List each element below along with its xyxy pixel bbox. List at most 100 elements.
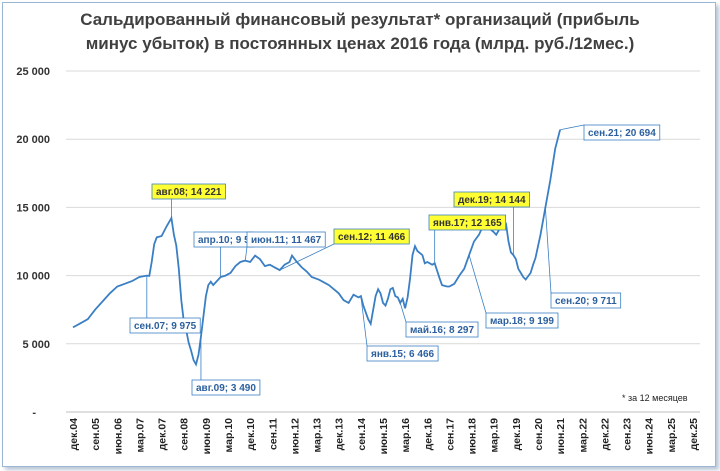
callout-leader xyxy=(399,302,407,323)
callout: мар.18; 9 199 xyxy=(468,255,559,329)
callout-value: 6 466 xyxy=(409,349,434,360)
callout: дек.19; 14 144 xyxy=(453,191,530,256)
callout: сен.20; 9 711 xyxy=(544,207,622,309)
callout-label: апр.10; 9 5 xyxy=(198,235,250,246)
x-tick-label: сен.11 xyxy=(267,418,279,450)
y-tick-label: 10 000 xyxy=(16,271,50,283)
callout-date: сен.12; xyxy=(338,232,375,243)
callout-label: янв.17; 12 165 xyxy=(433,218,502,229)
x-tick-label: дек.19 xyxy=(511,418,523,451)
y-tick-label: - xyxy=(32,407,36,419)
callout-box xyxy=(485,312,559,329)
x-tick-label: сен.08 xyxy=(179,418,191,451)
callout-label: авг.09; 3 490 xyxy=(196,383,256,394)
y-axis: - 5 000 10 000 15 000 20 000 25 000 xyxy=(16,66,50,419)
x-tick-label: мар.07 xyxy=(134,418,146,453)
callout-label: авг.08; 14 221 xyxy=(156,187,222,198)
callout-value: 20 694 xyxy=(625,128,656,139)
callout-date: июн.11; xyxy=(251,235,291,246)
y-tick-label: 20 000 xyxy=(16,134,50,146)
callout-label: май.16; 8 297 xyxy=(410,325,474,336)
x-tick-label: мар.10 xyxy=(223,418,235,453)
callout: сен.07; 9 975 xyxy=(129,275,201,334)
callout-leader xyxy=(560,124,585,131)
callout-box xyxy=(246,231,326,248)
callout-box xyxy=(428,214,507,231)
x-tick-label: июн.21 xyxy=(555,418,567,455)
callouts: авг.08; 14 221 сен.07; 9 975 авг.09; 3 490… xyxy=(129,124,661,396)
callout-box xyxy=(453,191,530,208)
callout-box xyxy=(405,321,479,338)
callout: апр.10; 9 5 xyxy=(193,231,255,277)
callout-value: 14 221 xyxy=(191,187,222,198)
x-tick-label: сен.14 xyxy=(356,418,368,451)
callout-date: май.16; xyxy=(410,325,449,336)
callout-box xyxy=(583,124,661,141)
callout-label: июн.11; 11 467 xyxy=(251,235,322,246)
callout-box xyxy=(151,183,226,200)
callout: май.16; 8 297 xyxy=(399,302,479,338)
callout-leader xyxy=(244,246,248,261)
callout-label: сен.12; 11 466 xyxy=(338,232,406,243)
callout-value: 3 490 xyxy=(231,383,256,394)
callout-date: сен.07; xyxy=(134,321,171,332)
x-tick-label: дек.16 xyxy=(422,418,434,451)
x-tick-label: сен.05 xyxy=(90,418,102,451)
chart-title-line-2: минус убыток) в постоянных ценах 2016 го… xyxy=(85,34,635,53)
callout-label: сен.07; 9 975 xyxy=(134,321,197,332)
callout-box xyxy=(191,379,261,396)
x-tick-label: июн.24 xyxy=(644,418,656,455)
callout: янв.15; 6 466 xyxy=(360,296,439,362)
x-tick-label: мар.13 xyxy=(312,418,324,453)
callout-date: дек.19; xyxy=(458,195,495,206)
callout: авг.08; 14 221 xyxy=(151,183,226,219)
callout-label: сен.21; 20 694 xyxy=(588,128,656,139)
x-tick-label: дек.25 xyxy=(688,418,700,451)
x-tick-label: июн.06 xyxy=(112,418,124,455)
x-tick-label: сен.20 xyxy=(533,418,545,451)
callout-value: 9 975 xyxy=(171,321,196,332)
x-tick-label: мар.19 xyxy=(489,418,501,453)
x-tick-label: дек.22 xyxy=(599,418,611,451)
callout-leader xyxy=(468,255,487,314)
callout-date: мар.18; xyxy=(490,316,529,327)
callout: авг.09; 3 490 xyxy=(191,336,261,396)
callout-value: 12 165 xyxy=(471,218,502,229)
y-tick-label: 5 000 xyxy=(22,339,50,351)
x-tick-label: дек.10 xyxy=(245,418,257,451)
chart-title-line-1: Сальдированный финансовый результат* орг… xyxy=(80,10,640,29)
callout-label: дек.19; 14 144 xyxy=(458,195,526,206)
callout-box xyxy=(129,317,201,334)
callout-value: 11 466 xyxy=(375,232,405,243)
callout-date: янв.15; xyxy=(371,349,409,360)
callout: янв.17; 12 165 xyxy=(428,214,507,264)
y-tick-label: 15 000 xyxy=(16,202,50,214)
callout-date: сен.21; xyxy=(588,128,625,139)
callout-box xyxy=(550,292,622,309)
callout-box xyxy=(333,228,410,245)
callout-leader xyxy=(360,296,368,347)
callout-value: 9 199 xyxy=(529,316,554,327)
callout-date: янв.17; xyxy=(433,218,471,229)
y-tick-label: 25 000 xyxy=(16,66,50,78)
callout-value: 9 5 xyxy=(236,235,250,246)
x-tick-label: июн.12 xyxy=(289,418,301,455)
callout-date: авг.08; xyxy=(156,187,191,198)
x-tick-label: июн.18 xyxy=(467,418,479,455)
chart-title: Сальдированный финансовый результат* орг… xyxy=(60,8,660,56)
x-tick-label: дек.04 xyxy=(68,418,80,451)
callout-value: 14 144 xyxy=(495,195,526,206)
callout-leader xyxy=(544,207,552,294)
callout-date: апр.10; xyxy=(198,235,236,246)
callout-label: мар.18; 9 199 xyxy=(490,316,554,327)
callout-box xyxy=(366,345,439,362)
callout: сен.21; 20 694 xyxy=(560,124,661,141)
callout-label: янв.15; 6 466 xyxy=(371,349,435,360)
callout-value: 8 297 xyxy=(449,325,474,336)
callout-value: 11 467 xyxy=(291,235,321,246)
callout-date: авг.09; xyxy=(196,383,231,394)
x-tick-label: июн.09 xyxy=(201,418,213,455)
x-tick-label: дек.13 xyxy=(334,418,346,451)
x-tick-label: июн.15 xyxy=(378,418,390,455)
